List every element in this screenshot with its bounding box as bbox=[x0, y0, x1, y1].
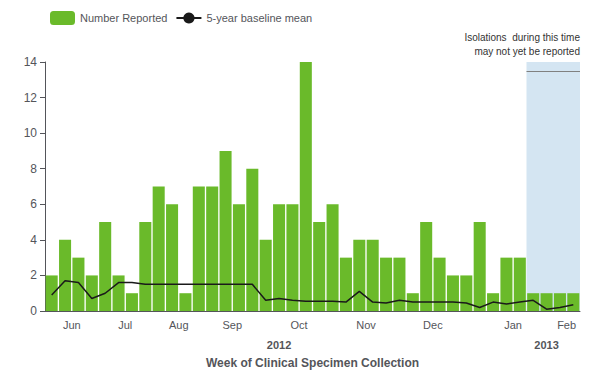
svg-text:14: 14 bbox=[24, 55, 38, 69]
svg-text:5-year baseline mean: 5-year baseline mean bbox=[206, 12, 312, 24]
svg-text:2: 2 bbox=[30, 268, 37, 282]
svg-text:Week of Clinical Specimen Coll: Week of Clinical Specimen Collection bbox=[206, 356, 419, 370]
svg-text:12: 12 bbox=[24, 91, 38, 105]
svg-text:Feb: Feb bbox=[557, 319, 576, 331]
svg-text:Number Reported: Number Reported bbox=[80, 12, 167, 24]
svg-text:Aug: Aug bbox=[169, 319, 189, 331]
svg-text:2013: 2013 bbox=[534, 339, 558, 351]
svg-text:4: 4 bbox=[30, 233, 37, 247]
svg-text:0: 0 bbox=[30, 304, 37, 318]
svg-text:6: 6 bbox=[30, 197, 37, 211]
svg-text:Sep: Sep bbox=[222, 319, 242, 331]
svg-text:Jan: Jan bbox=[504, 319, 522, 331]
svg-text:Jun: Jun bbox=[63, 319, 81, 331]
svg-text:Jul: Jul bbox=[118, 319, 132, 331]
svg-text:may not yet be reported: may not yet be reported bbox=[474, 46, 580, 57]
svg-text:Dec: Dec bbox=[423, 319, 443, 331]
svg-text:10: 10 bbox=[24, 126, 38, 140]
svg-text:8: 8 bbox=[30, 162, 37, 176]
svg-text:Isolations during this time: Isolations during this time bbox=[464, 32, 580, 43]
svg-text:Oct: Oct bbox=[291, 319, 308, 331]
svg-text:Nov: Nov bbox=[356, 319, 376, 331]
svg-text:2012: 2012 bbox=[267, 339, 291, 351]
